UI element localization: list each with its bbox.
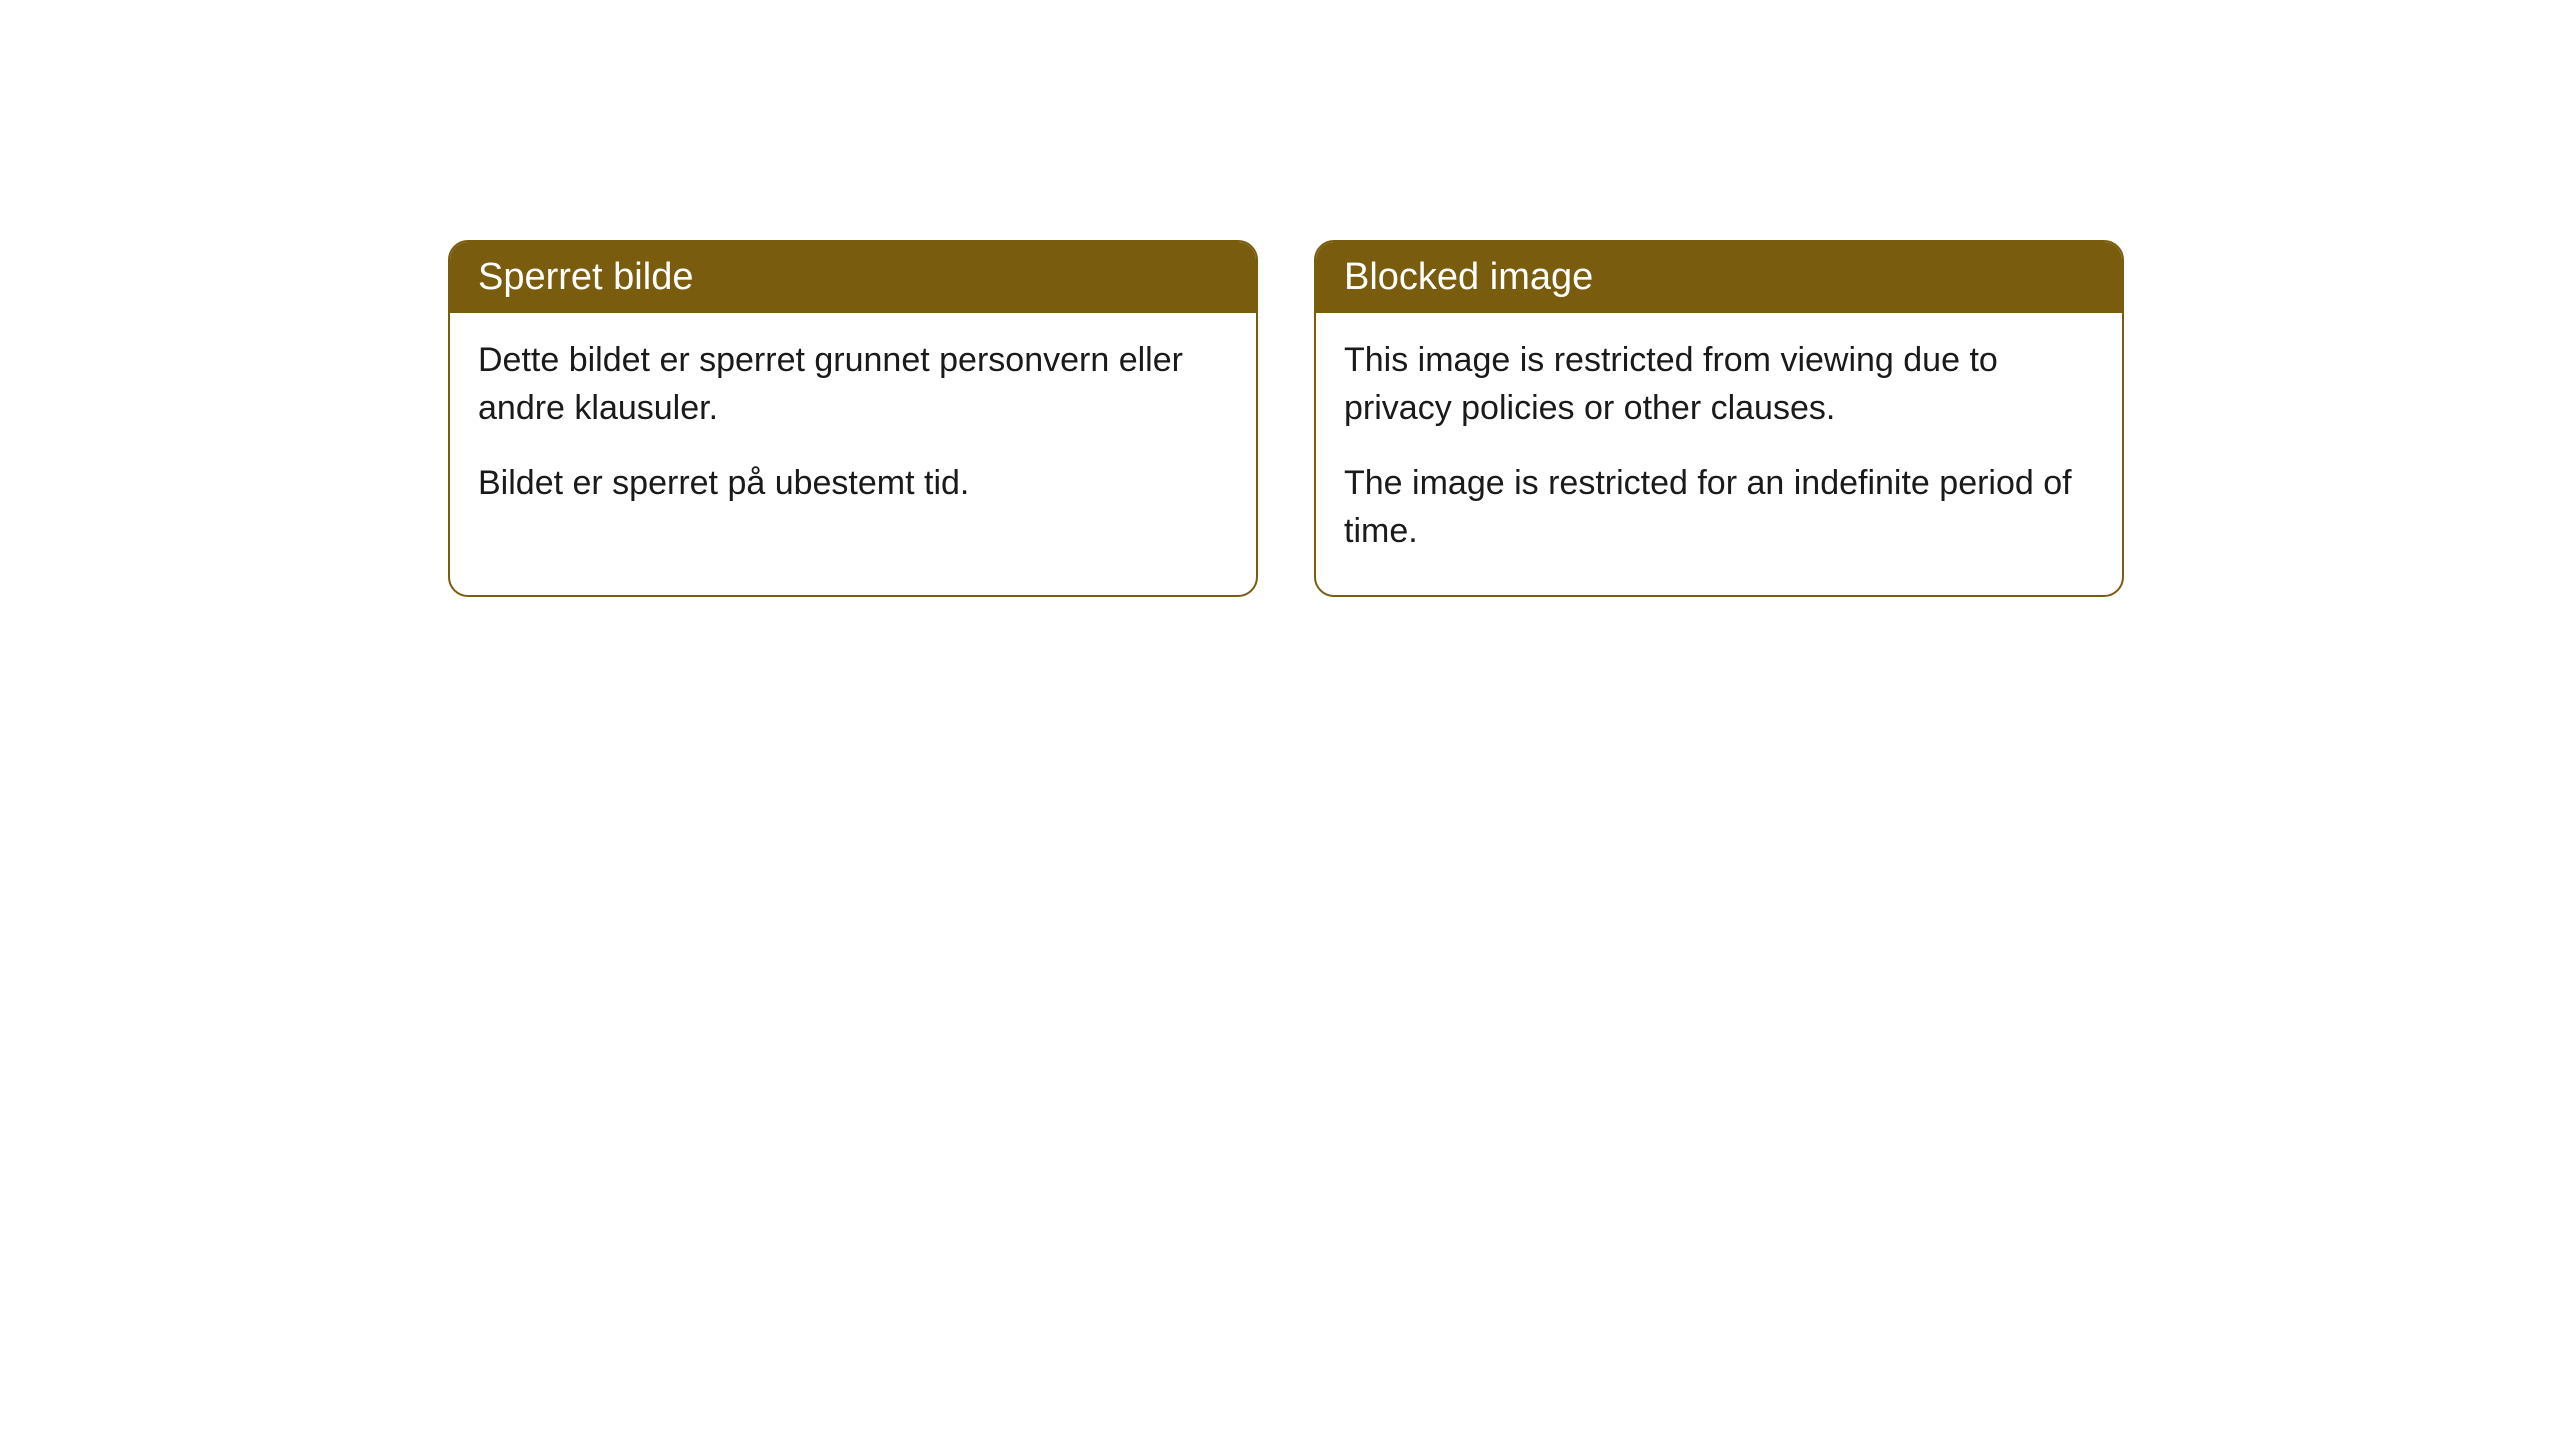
card-header: Blocked image: [1316, 242, 2122, 313]
notice-card-english: Blocked image This image is restricted f…: [1314, 240, 2124, 597]
card-header: Sperret bilde: [450, 242, 1256, 313]
notice-container: Sperret bilde Dette bildet er sperret gr…: [448, 240, 2124, 597]
card-title: Sperret bilde: [478, 256, 693, 298]
card-paragraph: Bildet er sperret på ubestemt tid.: [478, 460, 1228, 508]
card-title: Blocked image: [1344, 256, 1593, 298]
card-body: Dette bildet er sperret grunnet personve…: [450, 313, 1256, 548]
card-paragraph: The image is restricted for an indefinit…: [1344, 460, 2094, 555]
notice-card-norwegian: Sperret bilde Dette bildet er sperret gr…: [448, 240, 1258, 597]
card-paragraph: This image is restricted from viewing du…: [1344, 337, 2094, 432]
card-paragraph: Dette bildet er sperret grunnet personve…: [478, 337, 1228, 432]
card-body: This image is restricted from viewing du…: [1316, 313, 2122, 595]
